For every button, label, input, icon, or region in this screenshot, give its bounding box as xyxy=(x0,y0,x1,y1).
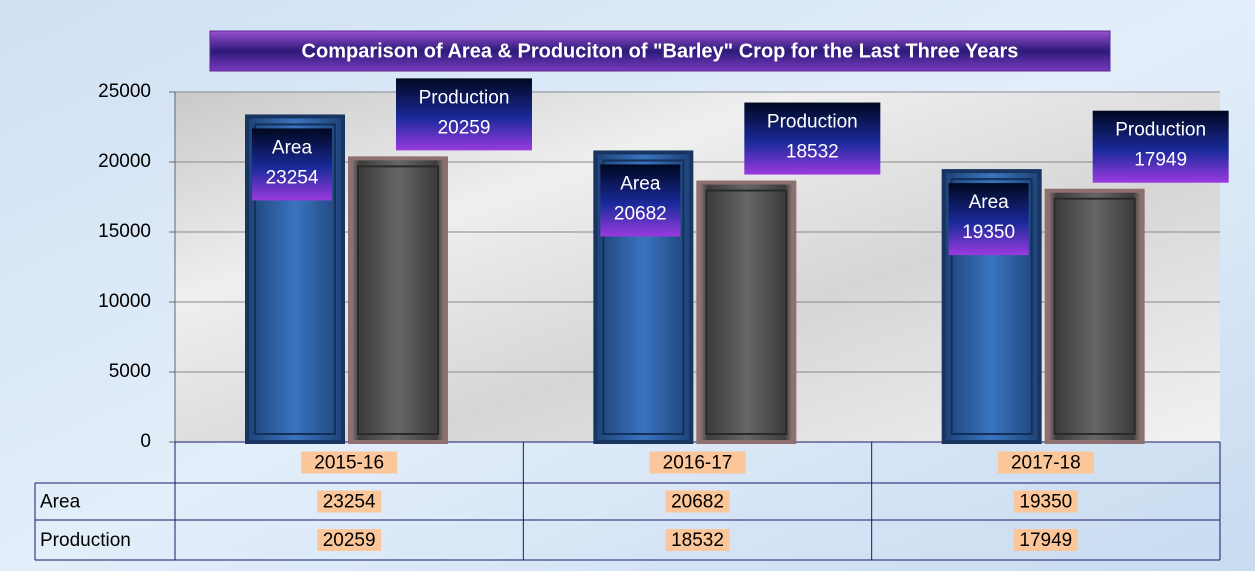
table-value: 17949 xyxy=(1019,530,1072,551)
bar xyxy=(348,156,448,444)
table-value: 18532 xyxy=(671,530,724,551)
data-label-value: 20259 xyxy=(438,117,491,138)
bar-inner xyxy=(357,165,439,435)
data-label-value: 23254 xyxy=(266,167,319,188)
bar xyxy=(696,180,797,444)
data-label-box xyxy=(252,128,332,201)
data-label-value: 17949 xyxy=(1134,150,1187,171)
data-label-box xyxy=(744,102,881,175)
highlight xyxy=(665,529,730,551)
highlight xyxy=(317,529,382,551)
highlight xyxy=(1013,490,1078,513)
data-label-box xyxy=(948,183,1029,256)
table-value: 20682 xyxy=(671,492,724,513)
bar xyxy=(1044,188,1145,444)
highlight xyxy=(317,490,382,513)
title-box xyxy=(209,30,1111,72)
y-tick-label: 0 xyxy=(140,431,151,452)
highlight xyxy=(301,451,398,474)
data-label-box xyxy=(1092,110,1229,183)
bar-inner xyxy=(705,189,788,435)
highlight xyxy=(1013,529,1078,551)
y-tick-label: 25000 xyxy=(98,81,151,102)
data-label-name: Area xyxy=(272,137,313,158)
highlight xyxy=(649,451,746,474)
table-value: 20259 xyxy=(323,530,376,551)
data-label-name: Production xyxy=(767,112,858,133)
data-label-value: 19350 xyxy=(962,222,1015,243)
table-row-name: Production xyxy=(40,530,131,551)
data-label-box xyxy=(600,164,681,237)
highlight xyxy=(665,490,730,513)
y-tick-label: 20000 xyxy=(98,151,151,172)
table-value: 23254 xyxy=(323,492,376,513)
data-label-value: 18532 xyxy=(786,142,839,163)
data-label-name: Production xyxy=(419,87,510,108)
x-tick-label: 2015-16 xyxy=(314,453,384,474)
y-tick-label: 5000 xyxy=(109,361,151,382)
bar-inner xyxy=(950,178,1033,435)
bar-inner xyxy=(254,123,336,435)
data-label-value: 20682 xyxy=(614,203,667,224)
data-label-box xyxy=(396,78,532,151)
chart-title: Comparison of Area & Produciton of "Barl… xyxy=(302,40,1019,62)
y-tick-label: 10000 xyxy=(98,291,151,312)
table-value: 19350 xyxy=(1019,492,1072,513)
data-label-name: Area xyxy=(969,192,1010,213)
highlight xyxy=(997,451,1094,474)
bar-inner xyxy=(1053,197,1136,435)
bar-inner xyxy=(602,159,685,435)
y-tick-label: 15000 xyxy=(98,221,151,242)
data-label-name: Production xyxy=(1115,120,1206,141)
data-label-name: Area xyxy=(620,173,661,194)
x-tick-label: 2016-17 xyxy=(663,453,733,474)
x-tick-label: 2017-18 xyxy=(1011,453,1081,474)
table-row-name: Area xyxy=(40,492,81,513)
